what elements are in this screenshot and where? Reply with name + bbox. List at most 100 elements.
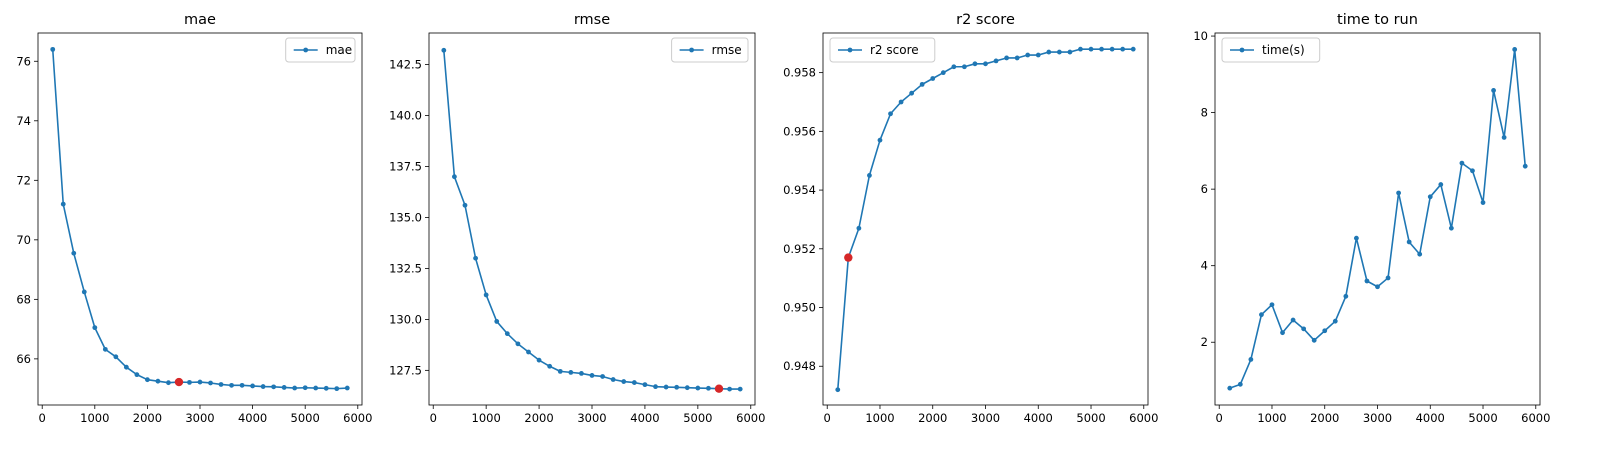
data-point xyxy=(1322,328,1327,333)
data-point xyxy=(1270,302,1275,307)
y-tick-label: 142.5 xyxy=(389,58,422,72)
chart-panel-1: rmse 0 1000 2000 3000 4000 5000 6000 127.5 130.0 1… xyxy=(389,12,765,425)
x-tick-label: 2000 xyxy=(524,411,553,425)
data-point xyxy=(611,377,616,382)
data-point xyxy=(1502,135,1507,140)
highlight-point xyxy=(175,378,183,386)
data-point xyxy=(973,61,978,66)
data-point xyxy=(292,386,297,391)
data-point xyxy=(187,380,192,385)
x-tick-label: 1000 xyxy=(472,411,501,425)
data-point xyxy=(452,174,457,179)
data-point xyxy=(909,91,914,96)
data-point xyxy=(600,374,605,379)
data-point xyxy=(835,387,840,392)
chart-title: mae xyxy=(184,12,216,28)
y-tick-label: 140.0 xyxy=(389,109,422,123)
data-point xyxy=(271,384,276,389)
x-tick-label: 5000 xyxy=(1468,411,1497,425)
chart-panel-2: r2 score0 1000 2000 3000 4000 5000 60000.9480.… xyxy=(783,12,1158,425)
data-point xyxy=(1512,47,1517,52)
data-point xyxy=(145,377,150,382)
legend-marker xyxy=(848,48,853,53)
data-point xyxy=(1375,284,1380,289)
data-point xyxy=(1227,386,1232,391)
data-point xyxy=(1099,47,1104,52)
x-tick-label: 5000 xyxy=(291,411,320,425)
y-tick-label: 4 xyxy=(1201,259,1208,273)
legend-marker xyxy=(303,48,308,53)
data-point xyxy=(621,379,626,384)
data-point xyxy=(1131,47,1136,52)
data-point xyxy=(856,226,861,231)
data-point xyxy=(229,383,234,388)
y-tick-label: 72 xyxy=(16,173,31,187)
data-point xyxy=(134,372,139,377)
data-point xyxy=(1354,236,1359,241)
data-point xyxy=(71,251,76,256)
data-point xyxy=(1396,191,1401,196)
data-point xyxy=(1523,164,1528,169)
x-tick-label: 2000 xyxy=(1310,411,1339,425)
data-point xyxy=(664,385,669,390)
legend-marker xyxy=(1240,48,1245,53)
data-point xyxy=(1078,47,1083,52)
y-tick-label: 137.5 xyxy=(389,160,422,174)
data-point xyxy=(324,386,329,391)
x-tick-label: 4000 xyxy=(1416,411,1445,425)
data-point xyxy=(1238,382,1243,387)
x-tick-label: 1000 xyxy=(865,411,894,425)
x-tick-label: 2000 xyxy=(133,411,162,425)
x-tick-label: 3000 xyxy=(971,411,1000,425)
data-point xyxy=(282,385,287,390)
y-tick-label: 132.5 xyxy=(389,261,422,275)
data-point xyxy=(962,64,967,69)
data-point xyxy=(113,354,118,359)
data-point xyxy=(1057,50,1062,55)
data-point xyxy=(1438,182,1443,187)
data-point xyxy=(61,202,66,207)
data-point xyxy=(1491,88,1496,93)
y-tick-label: 127.5 xyxy=(389,363,422,377)
data-point xyxy=(983,61,988,66)
y-tick-label: 0.958 xyxy=(783,66,816,80)
chart-title: time to run xyxy=(1337,12,1418,28)
chart-title: rmse xyxy=(574,12,610,28)
data-point xyxy=(526,350,531,355)
data-point xyxy=(1280,330,1285,335)
x-tick-label: 2000 xyxy=(918,411,947,425)
data-point xyxy=(1407,240,1412,245)
x-tick-label: 6000 xyxy=(1521,411,1550,425)
legend: rmse xyxy=(672,38,748,62)
data-point xyxy=(219,382,224,387)
data-point xyxy=(1470,168,1475,173)
data-point xyxy=(261,384,266,389)
y-tick-label: 0.954 xyxy=(783,183,816,197)
legend: time(s) xyxy=(1222,38,1320,62)
data-point xyxy=(484,293,489,298)
data-point xyxy=(941,70,946,75)
data-point xyxy=(1343,294,1348,299)
axes-frame xyxy=(38,33,362,405)
y-tick-label: 135.0 xyxy=(389,210,422,224)
x-tick-label: 3000 xyxy=(1363,411,1392,425)
data-point xyxy=(706,386,711,391)
data-point xyxy=(899,100,904,105)
y-tick-label: 68 xyxy=(16,292,31,306)
legend-marker xyxy=(689,48,694,53)
series-line xyxy=(53,49,348,388)
axes-frame xyxy=(823,33,1148,405)
data-point xyxy=(1481,200,1486,205)
data-point xyxy=(1386,276,1391,281)
data-point xyxy=(345,386,350,391)
y-tick-label: 2 xyxy=(1201,335,1208,349)
data-point xyxy=(685,385,690,390)
data-point xyxy=(505,331,510,336)
axes-frame xyxy=(429,33,755,405)
y-tick-label: 0.950 xyxy=(783,301,816,315)
data-point xyxy=(1301,326,1306,331)
data-point xyxy=(1036,53,1041,58)
data-point xyxy=(494,319,499,324)
data-point xyxy=(516,341,521,346)
x-tick-label: 4000 xyxy=(238,411,267,425)
